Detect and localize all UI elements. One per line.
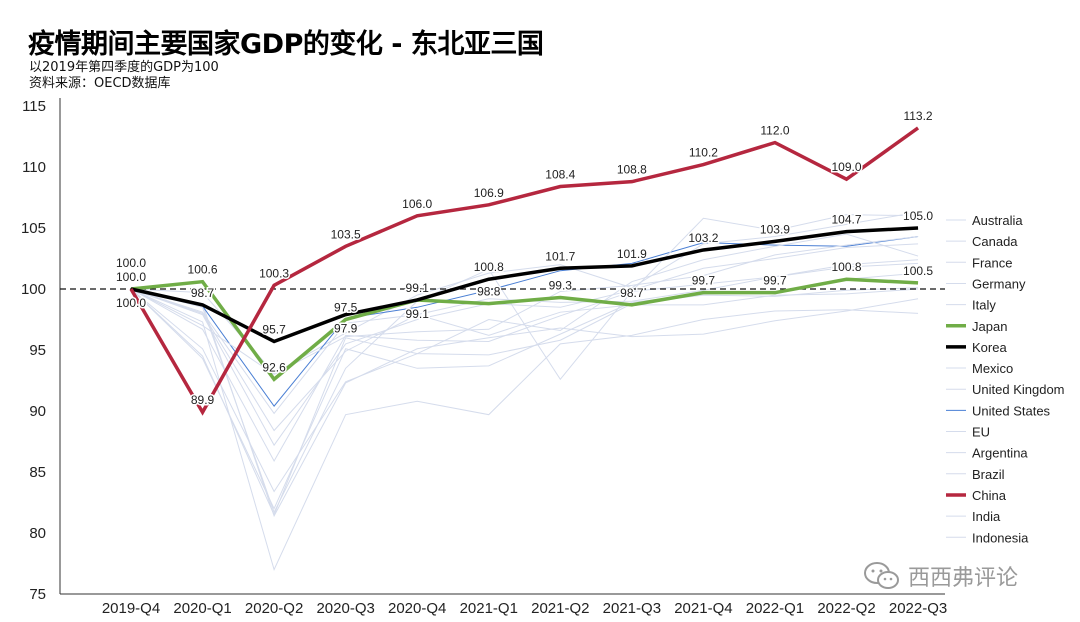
y-tick-label: 85 [29,464,46,481]
series-line-china [129,126,920,416]
x-tick-label: 2021-Q3 [603,600,661,617]
data-label-japan: 98.7 [620,286,644,300]
data-label-korea: 100.0 [116,296,146,310]
legend-entry-canada: Canada [972,234,1018,249]
watermark-text: 西西弗评论 [908,566,1019,591]
data-label-korea: 100.8 [474,260,504,274]
data-label-china: 106.0 [402,197,432,211]
x-tick-label: 2022-Q2 [817,600,875,617]
y-tick-label: 100 [21,281,46,298]
data-label-japan: 100.8 [831,260,861,274]
data-label-japan: 100.0 [116,270,146,284]
data-label-japan: 99.7 [692,274,716,288]
data-label-japan: 97.5 [334,301,358,315]
data-label-japan: 99.7 [763,274,787,288]
y-tick-label: 90 [29,403,46,420]
data-label-japan: 100.5 [903,264,933,278]
legend-entry-eu: EU [972,425,990,440]
y-tick-label: 75 [29,586,46,603]
series-line-italy [130,272,919,510]
data-label-china: 89.9 [191,393,215,407]
data-label-china: 113.2 [903,109,932,123]
legend-entry-italy: Italy [972,298,996,313]
legend-entry-australia: Australia [972,213,1023,228]
data-label-japan: 99.3 [549,279,573,293]
legend-entry-brazil: Brazil [972,467,1005,482]
data-label-japan: 100.6 [188,263,218,277]
x-tick-label: 2022-Q3 [889,600,947,617]
data-label-china: 109.0 [831,160,861,174]
y-tick-label: 110 [22,159,46,176]
legend-entry-japan: Japan [972,319,1007,334]
series-line-indonesia [130,236,919,375]
data-label-china: 100.0 [116,256,146,270]
data-label-japan: 98.8 [477,285,501,299]
series-line-japan [130,277,919,382]
y-tick-label: 80 [29,525,46,542]
data-label-china: 103.5 [331,227,361,241]
series-line-germany [130,288,919,415]
y-tick-label: 95 [29,342,46,359]
series-line-korea [130,226,919,344]
data-label-korea: 103.2 [688,231,718,245]
legend-entry-united-states: United States [972,403,1051,418]
series-line-eu [130,262,919,463]
series-line-united-states [130,236,919,407]
x-tick-label: 2019-Q4 [102,600,160,617]
x-tick-label: 2021-Q2 [531,600,589,617]
series-line-australia [130,211,919,374]
data-label-korea: 98.7 [191,286,215,300]
legend-entry-germany: Germany [972,276,1026,291]
x-tick-label: 2020-Q1 [173,600,231,617]
legend-entry-mexico: Mexico [972,361,1013,376]
series-line-france [130,287,919,516]
series-line-mexico [130,288,919,518]
data-label-korea: 103.9 [760,222,790,236]
x-tick-label: 2021-Q1 [460,600,518,617]
series-line-india [130,214,919,514]
series-line-united-kingdom [130,288,919,572]
data-label-china: 100.3 [259,266,289,280]
x-tick-label: 2020-Q4 [388,600,446,617]
data-label-korea: 99.1 [406,307,430,321]
data-label-korea: 97.9 [334,322,358,336]
chart-title: 疫情期间主要国家GDP的变化 - 东北亚三国 [28,29,544,60]
y-tick-label: 115 [22,98,46,115]
data-label-japan: 92.6 [262,360,286,374]
data-label-korea: 95.7 [262,322,286,336]
data-label-korea: 101.9 [617,247,647,261]
legend-entry-korea: Korea [972,340,1007,355]
data-label-china: 112.0 [760,124,789,138]
wechat-icon [864,562,899,589]
data-label-korea: 105.0 [903,209,933,223]
legend-entry-indonesia: Indonesia [972,530,1029,545]
series-line-canada [130,243,919,447]
legend-entry-india: India [972,509,1001,524]
x-tick-label: 2020-Q2 [245,600,303,617]
legend-entry-united-kingdom: United Kingdom [972,382,1065,397]
chart-source: 资料来源：OECD数据库 [29,76,171,91]
x-tick-label: 2021-Q4 [674,600,732,617]
data-label-china: 108.4 [545,168,575,182]
data-label-japan: 99.1 [406,281,430,295]
data-label-china: 110.2 [689,146,718,160]
x-tick-label: 2022-Q1 [746,600,804,617]
legend-entry-argentina: Argentina [972,446,1028,461]
data-label-china: 108.8 [617,163,647,177]
chart-subtitle: 以2019年第四季度的GDP为100 [29,60,219,75]
watermark: 西西弗评论 [862,560,1018,592]
legend-entry-france: France [972,255,1012,270]
data-label-china: 106.9 [474,186,504,200]
data-label-korea: 104.7 [831,213,861,227]
y-tick-label: 105 [21,220,46,237]
x-tick-label: 2020-Q3 [316,600,374,617]
data-label-korea: 101.7 [545,249,575,263]
legend-entry-china: China [972,488,1007,503]
